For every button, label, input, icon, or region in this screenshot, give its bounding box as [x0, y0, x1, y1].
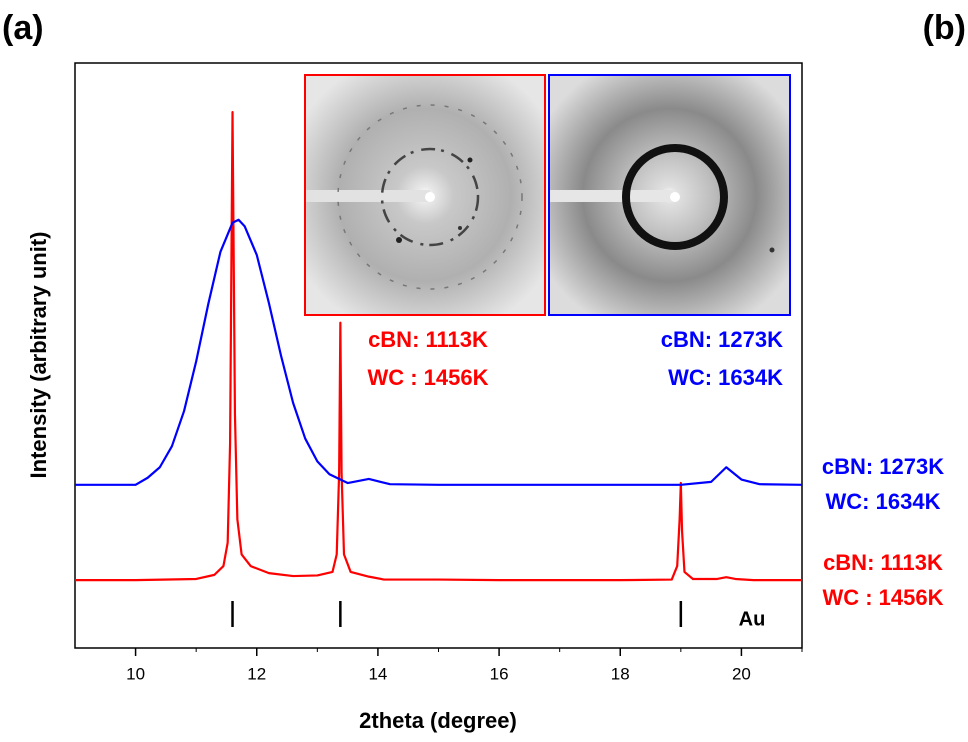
x-tick-label: 20: [732, 664, 751, 683]
x-tick-label: 18: [611, 664, 630, 683]
inset-image-blue: [548, 74, 791, 316]
series-line: [75, 111, 802, 582]
series-label: WC : 1456K: [822, 585, 943, 610]
inset-annotation: WC: 1634K: [668, 365, 783, 390]
x-axis-title: 2theta (degree): [359, 708, 517, 733]
y-axis-title: Intensity (arbitrary unit): [26, 232, 51, 479]
inset-annotation: cBN: 1113K: [368, 327, 488, 352]
inset-annotation: cBN: 1273K: [661, 327, 783, 352]
series-label: cBN: 1273K: [822, 454, 944, 479]
series-line: [75, 218, 803, 486]
inset-annotation: WC : 1456K: [367, 365, 488, 390]
x-tick-label: 14: [368, 664, 387, 683]
panel-label: (b): [923, 9, 966, 47]
reference-label: Au: [739, 608, 766, 630]
x-tick-label: 16: [490, 664, 509, 683]
inset-image-red: [304, 74, 546, 316]
series-label: cBN: 1113K: [823, 550, 943, 575]
x-tick-label: 12: [247, 664, 266, 683]
x-tick-label: 10: [126, 664, 145, 683]
panel-label: (a): [2, 9, 44, 47]
series-label: WC: 1634K: [826, 489, 941, 514]
